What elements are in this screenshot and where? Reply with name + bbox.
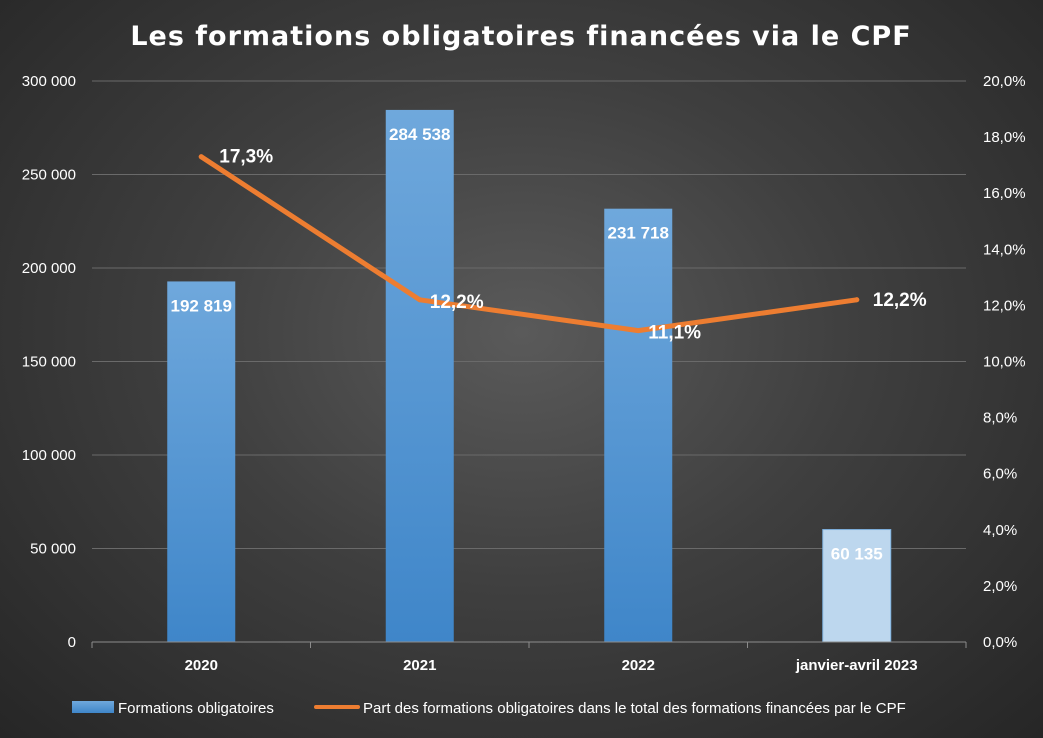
line-series <box>198 154 860 334</box>
right-tick-label: 2,0% <box>983 578 1017 595</box>
line-value-label: 12,2% <box>430 292 484 313</box>
data-labels: 192 819 284 538 231 718 60 135 17,3% 12,2% 11,… <box>171 125 927 564</box>
legend-line-label: Part des formations obligatoires dans le… <box>363 700 906 717</box>
x-tick-label: 2022 <box>622 657 655 674</box>
right-axis: 0,0% 2,0% 4,0% 6,0% 8,0% 10,0% 12,0% 14,0% 16,0%… <box>983 73 1026 651</box>
right-tick-label: 10,0% <box>983 354 1026 371</box>
line-point <box>635 328 641 334</box>
left-tick-label: 100 000 <box>22 447 76 464</box>
right-tick-label: 14,0% <box>983 241 1026 258</box>
right-tick-label: 20,0% <box>983 73 1026 90</box>
x-tick-label: janvier-avril 2023 <box>795 657 918 674</box>
bar-series <box>167 109 892 643</box>
right-tick-label: 12,0% <box>983 297 1026 314</box>
line-value-label: 11,1% <box>648 323 701 344</box>
left-axis: 0 50 000 100 000 150 000 200 000 250 000 300 0… <box>22 73 76 651</box>
bar-value-label: 231 718 <box>608 224 669 243</box>
legend-bar-label: Formations obligatoires <box>118 700 274 717</box>
right-tick-label: 6,0% <box>983 466 1017 483</box>
line-path <box>198 154 860 334</box>
legend: Formations obligatoires Part des formati… <box>72 700 906 717</box>
x-tick-label: 2021 <box>403 657 436 674</box>
line-value-label: 17,3% <box>219 147 273 168</box>
right-tick-label: 18,0% <box>983 129 1026 146</box>
left-tick-label: 150 000 <box>22 354 76 371</box>
gridlines <box>92 80 966 549</box>
right-tick-label: 0,0% <box>983 634 1017 651</box>
x-axis: 2020 2021 2022 janvier-avril 2023 <box>91 641 967 674</box>
bar <box>604 208 673 642</box>
line-value-label: 12,2% <box>873 290 927 311</box>
left-tick-label: 200 000 <box>22 260 76 277</box>
left-tick-label: 300 000 <box>22 73 76 90</box>
right-tick-label: 4,0% <box>983 522 1017 539</box>
left-tick-label: 50 000 <box>30 541 76 558</box>
bar <box>385 109 454 642</box>
right-tick-label: 16,0% <box>983 185 1026 202</box>
line-point <box>854 297 860 303</box>
chart-title: Les formations obligatoires financées vi… <box>130 21 911 52</box>
left-tick-label: 250 000 <box>22 167 76 184</box>
bar-value-label: 192 819 <box>171 296 232 315</box>
left-tick-label: 0 <box>68 634 76 651</box>
line-point <box>417 297 423 303</box>
bar <box>167 281 236 642</box>
right-tick-label: 8,0% <box>983 410 1017 427</box>
x-tick-label: 2020 <box>185 657 218 674</box>
bar-value-label: 284 538 <box>389 125 450 144</box>
line-point <box>198 154 204 160</box>
bar-value-label: 60 135 <box>831 545 883 564</box>
legend-bar-swatch <box>72 701 114 713</box>
